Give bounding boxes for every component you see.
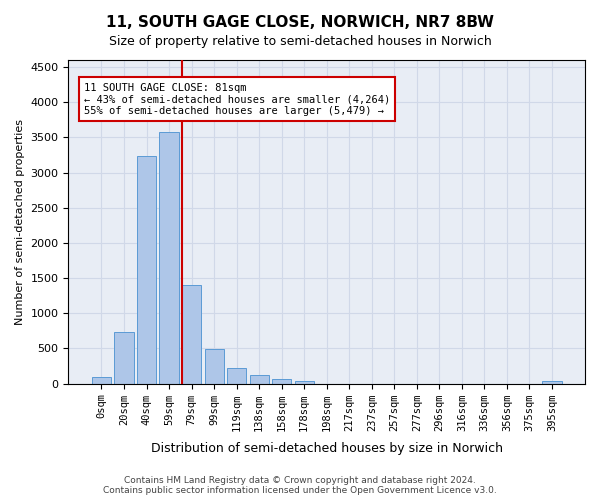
Y-axis label: Number of semi-detached properties: Number of semi-detached properties	[15, 119, 25, 325]
Text: Size of property relative to semi-detached houses in Norwich: Size of property relative to semi-detach…	[109, 35, 491, 48]
Bar	[272, 378, 291, 384]
Text: 11 SOUTH GAGE CLOSE: 81sqm
← 43% of semi-detached houses are smaller (4,264)
55%: 11 SOUTH GAGE CLOSE: 81sqm ← 43% of semi…	[84, 82, 390, 116]
Bar	[250, 375, 269, 384]
Bar	[137, 156, 156, 384]
X-axis label: Distribution of semi-detached houses by size in Norwich: Distribution of semi-detached houses by …	[151, 442, 503, 455]
Bar	[542, 381, 562, 384]
Text: Contains HM Land Registry data © Crown copyright and database right 2024.
Contai: Contains HM Land Registry data © Crown c…	[103, 476, 497, 495]
Bar	[92, 376, 111, 384]
Bar	[205, 349, 224, 384]
Bar	[227, 368, 246, 384]
Bar	[295, 381, 314, 384]
Bar	[115, 332, 134, 384]
Text: 11, SOUTH GAGE CLOSE, NORWICH, NR7 8BW: 11, SOUTH GAGE CLOSE, NORWICH, NR7 8BW	[106, 15, 494, 30]
Bar	[160, 132, 179, 384]
Bar	[182, 285, 201, 384]
